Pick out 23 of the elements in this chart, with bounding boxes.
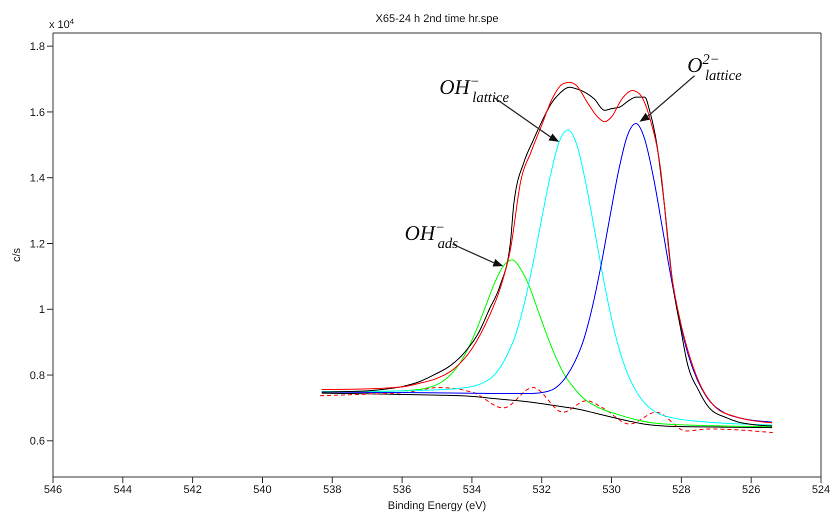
x-tick-label: 524	[812, 484, 830, 496]
y-tick-label: 0.8	[30, 370, 45, 382]
x-tick-label: 542	[183, 484, 202, 496]
y-tick-label: 1.8	[30, 41, 45, 54]
x-axis-title: Binding Energy (eV)	[388, 500, 486, 512]
y-axis-title: c/s	[11, 247, 23, 262]
y-tick-label: 1	[38, 304, 45, 316]
x-tick-label: 538	[323, 484, 342, 496]
text: x 10$^{4}$	[49, 16, 75, 31]
y-tick-label: 1.6	[30, 106, 45, 119]
x-tick-label: 532	[532, 484, 551, 496]
x-tick-label: 526	[742, 484, 760, 496]
x-tick-label: 536	[392, 484, 412, 496]
x-tick-label: 530	[602, 484, 621, 496]
x-tick-label: 540	[253, 484, 272, 496]
x-tick-label: 544	[114, 484, 132, 496]
x-tick-label: 528	[672, 484, 691, 496]
y-tick-label: 1.4	[30, 172, 45, 185]
x-tick-label: 546	[44, 484, 62, 496]
x-tick-label: 534	[462, 484, 482, 496]
y-tick-label: 1.2	[30, 238, 45, 250]
chart-title: X65-24 h 2nd time hr.spe	[376, 13, 498, 25]
y-tick-label: 0.6	[30, 436, 45, 448]
